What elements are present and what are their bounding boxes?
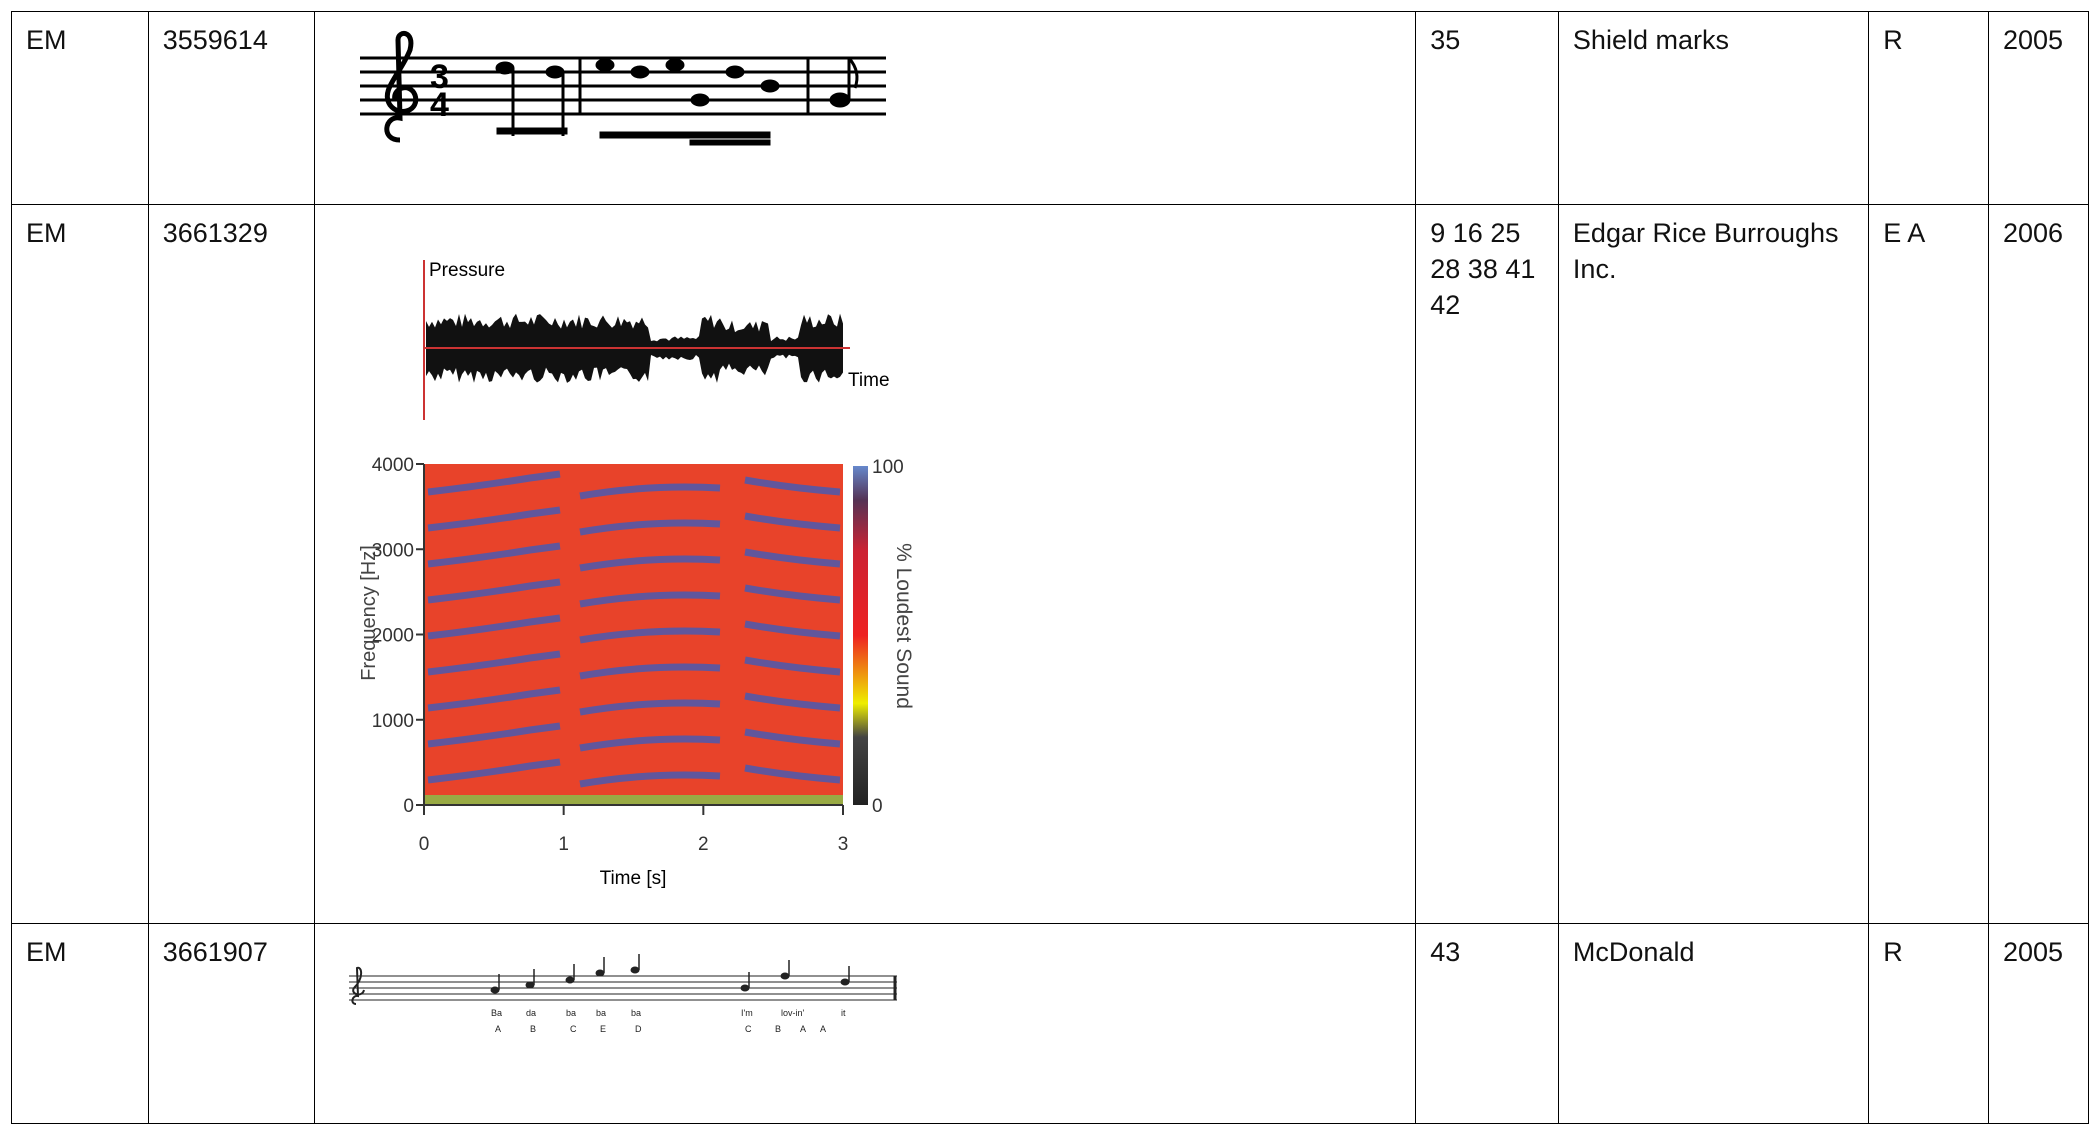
image-cell bbox=[313, 923, 1417, 1124]
cell: EM bbox=[11, 204, 149, 924]
cell: 3559614 bbox=[147, 11, 315, 205]
image-cell bbox=[313, 11, 1417, 205]
page: EM 3559614 35 Shield marks R 2005 EM 366… bbox=[11, 11, 2089, 1124]
data-table: EM 3559614 35 Shield marks R 2005 EM 366… bbox=[11, 11, 2089, 1124]
cell: 3661329 bbox=[147, 204, 315, 924]
row: EM 3661329 9 16 25 28 38 41 42 Edgar Ric… bbox=[11, 204, 2089, 924]
cell: Shield marks bbox=[1557, 11, 1870, 205]
cell: 35 bbox=[1415, 11, 1559, 205]
cell: Edgar Rice Burroughs Inc. bbox=[1557, 204, 1870, 924]
row: EM 3559614 35 Shield marks R 2005 bbox=[11, 11, 2089, 205]
cell: R bbox=[1868, 11, 1989, 205]
cell: EM bbox=[11, 923, 149, 1124]
cell: 2006 bbox=[1987, 204, 2089, 924]
cell: EM bbox=[11, 11, 149, 205]
row: EM 3661907 43 McDonald R 2005 bbox=[11, 923, 2089, 1124]
cell: R bbox=[1868, 923, 1989, 1124]
cell: 9 16 25 28 38 41 42 bbox=[1415, 204, 1559, 924]
cell: 2005 bbox=[1987, 11, 2089, 205]
cell: E A bbox=[1868, 204, 1989, 924]
cell: 2005 bbox=[1987, 923, 2089, 1124]
cell: 43 bbox=[1415, 923, 1559, 1124]
cell: 3661907 bbox=[147, 923, 315, 1124]
image-cell bbox=[313, 204, 1417, 924]
cell: McDonald bbox=[1557, 923, 1870, 1124]
